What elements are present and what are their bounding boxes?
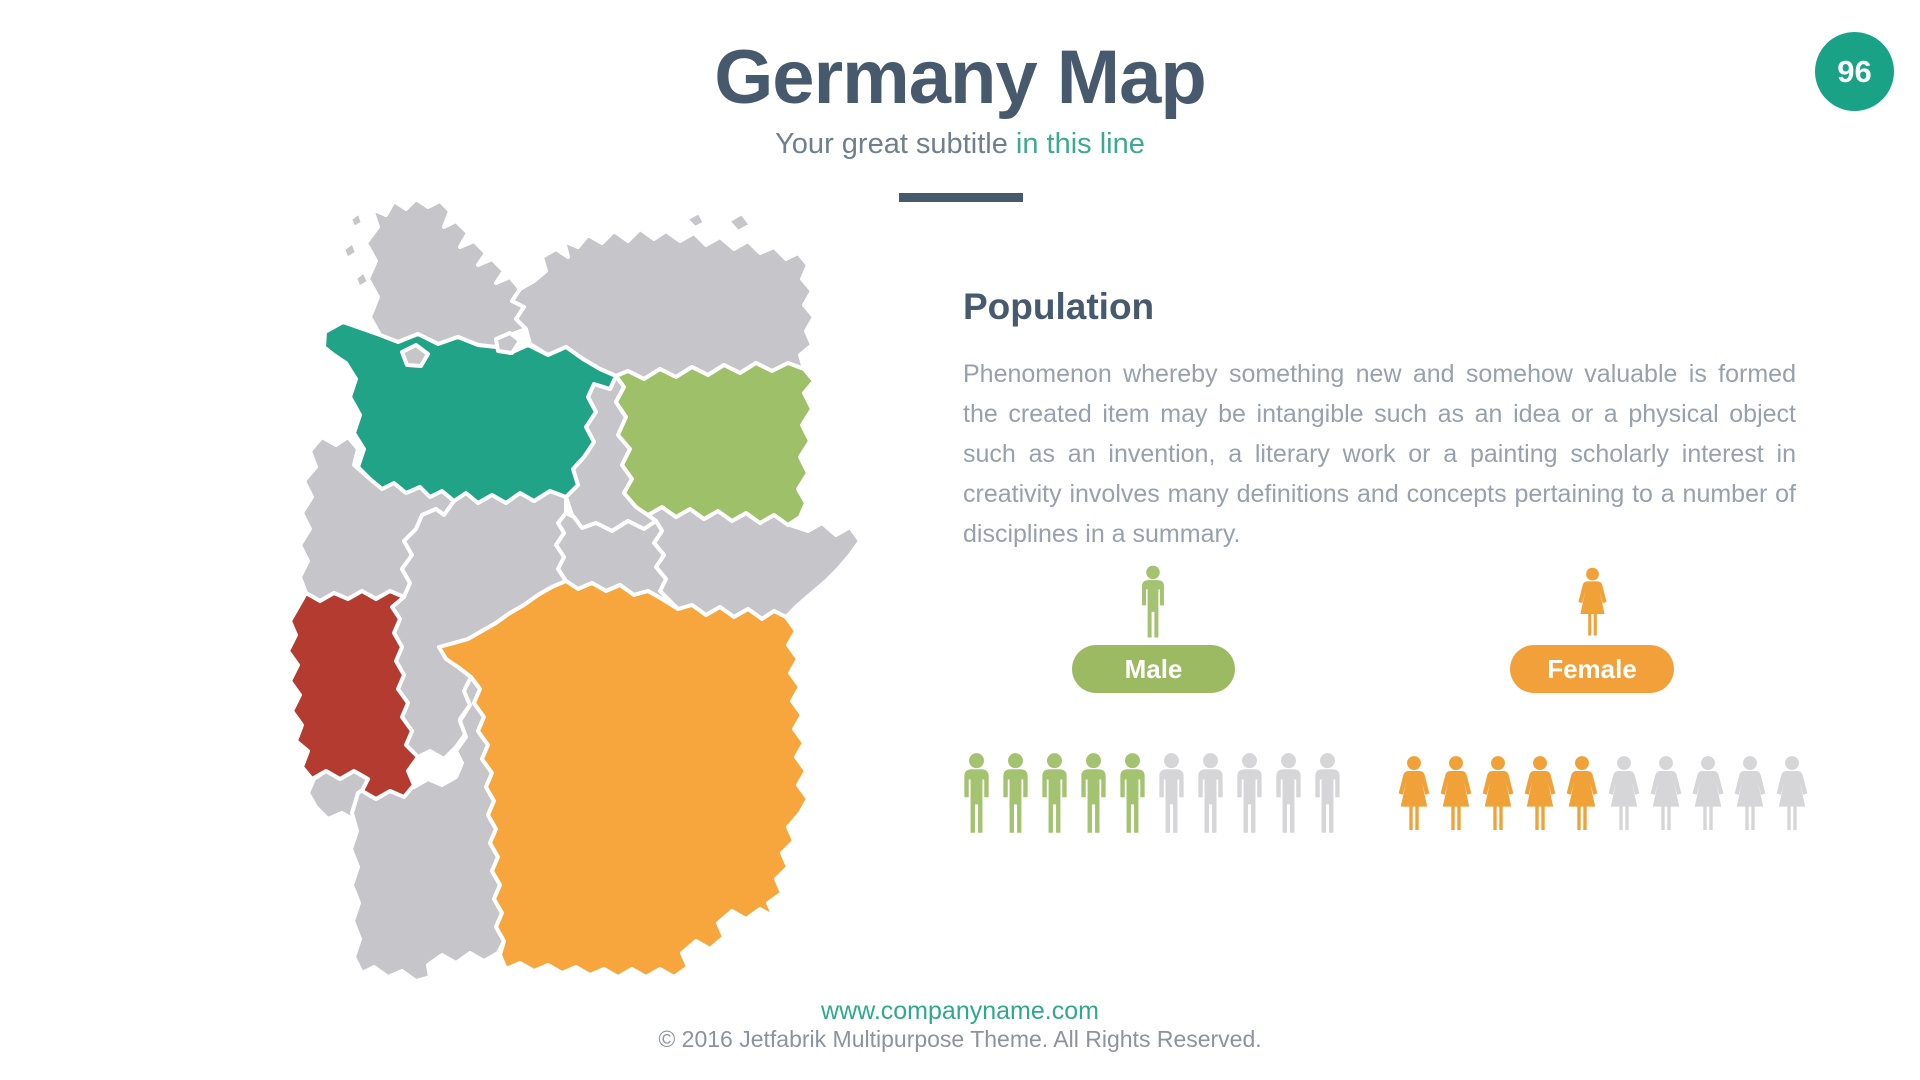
male-person-icon bbox=[1078, 752, 1109, 836]
population-heading: Population bbox=[963, 286, 1155, 327]
female-person-icon bbox=[1774, 752, 1810, 836]
female-person-icon bbox=[1732, 752, 1768, 836]
male-person-icon bbox=[1117, 752, 1148, 836]
female-person-icon bbox=[1690, 752, 1726, 836]
map-region-bavaria bbox=[437, 579, 810, 979]
female-person-icon bbox=[1396, 752, 1432, 836]
female-person-icon bbox=[1438, 752, 1474, 836]
map-island bbox=[353, 269, 371, 290]
male-person-icon bbox=[1039, 752, 1070, 836]
population-paragraph: Phenomenon whereby something new and som… bbox=[963, 360, 1796, 548]
map-island bbox=[684, 210, 707, 230]
male-person-icon bbox=[1234, 752, 1265, 836]
male-person-icon bbox=[1312, 752, 1343, 836]
female-button[interactable]: Female bbox=[1510, 645, 1674, 693]
slide-title: Germany Map bbox=[714, 35, 1207, 120]
female-person-icon bbox=[1480, 752, 1516, 836]
footer-company-link[interactable]: www.companyname.com bbox=[821, 997, 1099, 1025]
female-person-icon bbox=[1564, 752, 1600, 836]
male-person-icon bbox=[1195, 752, 1226, 836]
female-person-icon bbox=[1522, 752, 1558, 836]
male-person-icon bbox=[1000, 752, 1031, 836]
female-figure-icon bbox=[1576, 565, 1609, 645]
map-island bbox=[726, 211, 753, 234]
map-island bbox=[341, 240, 359, 261]
male-person-icon bbox=[1156, 752, 1187, 836]
subtitle-plain: Your great subtitle bbox=[775, 128, 1016, 160]
slide-subtitle: Your great subtitle in this line bbox=[0, 128, 1920, 161]
male-person-icon bbox=[1273, 752, 1304, 836]
page-number-badge: 96 bbox=[1815, 32, 1894, 111]
map-region-rhineland-palatinate bbox=[286, 589, 420, 801]
subtitle-accent: in this line bbox=[1015, 128, 1145, 160]
germany-map bbox=[258, 196, 870, 988]
male-button[interactable]: Male bbox=[1072, 645, 1235, 693]
map-region-bremen bbox=[400, 343, 430, 368]
male-figure-icon bbox=[1139, 565, 1167, 645]
footer-copyright: © 2016 Jetfabrik Multipurpose Theme. All… bbox=[658, 1026, 1262, 1052]
title-divider bbox=[899, 193, 1023, 202]
female-person-icon bbox=[1648, 752, 1684, 836]
male-pictogram-row bbox=[961, 752, 1343, 836]
map-region-hamburg bbox=[494, 331, 522, 355]
map-region-schleswig-holstein bbox=[364, 197, 528, 349]
map-region-lower-saxony bbox=[322, 320, 618, 505]
map-island bbox=[348, 210, 365, 230]
map-region-saxony bbox=[646, 505, 862, 621]
map-region-brandenburg bbox=[614, 361, 816, 527]
male-person-icon bbox=[961, 752, 992, 836]
female-pictogram-row bbox=[1396, 752, 1810, 836]
female-person-icon bbox=[1606, 752, 1642, 836]
germany-map-svg bbox=[286, 197, 862, 983]
